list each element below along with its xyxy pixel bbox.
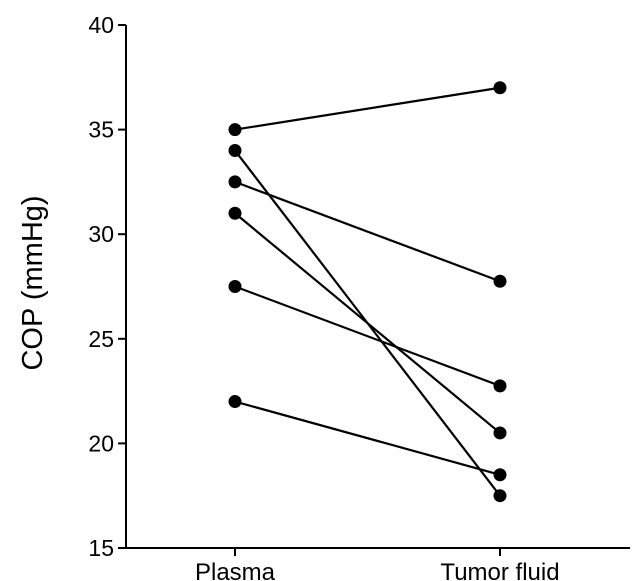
series-pair — [228, 395, 507, 482]
data-point — [493, 468, 507, 482]
y-tick-label: 40 — [88, 12, 114, 38]
y-tick-label: 15 — [88, 535, 114, 561]
data-point — [228, 175, 242, 189]
series-pair — [228, 280, 507, 393]
data-point — [228, 395, 242, 409]
series-pair — [228, 206, 507, 440]
data-point — [228, 280, 242, 293]
x-tick-label: Tumor fluid — [440, 559, 559, 581]
series-pair — [228, 175, 507, 288]
data-point — [228, 144, 242, 158]
series-line — [234, 400, 501, 476]
data-point — [228, 123, 242, 137]
y-tick-label: 20 — [88, 430, 114, 456]
x-tick-label: Plasma — [195, 559, 276, 581]
data-point — [493, 379, 507, 393]
series-line — [234, 180, 501, 283]
series-line — [234, 212, 501, 434]
y-tick-label: 25 — [88, 326, 114, 352]
data-point — [493, 426, 507, 440]
series-pair — [228, 81, 507, 137]
series-line — [234, 285, 501, 387]
y-axis-title: COP (mmHg) — [17, 195, 49, 370]
data-point — [493, 81, 507, 95]
axes — [118, 24, 630, 556]
y-tick-label: 30 — [88, 221, 114, 247]
data-point — [493, 274, 507, 288]
data-point — [228, 206, 242, 220]
data-point — [493, 489, 507, 503]
y-tick-label: 35 — [88, 117, 114, 143]
series-line — [234, 86, 501, 131]
series-layer — [228, 81, 507, 503]
tick-label-layer: 15 20 25 30 35 40 Plasma Tumor fluid — [88, 12, 559, 581]
